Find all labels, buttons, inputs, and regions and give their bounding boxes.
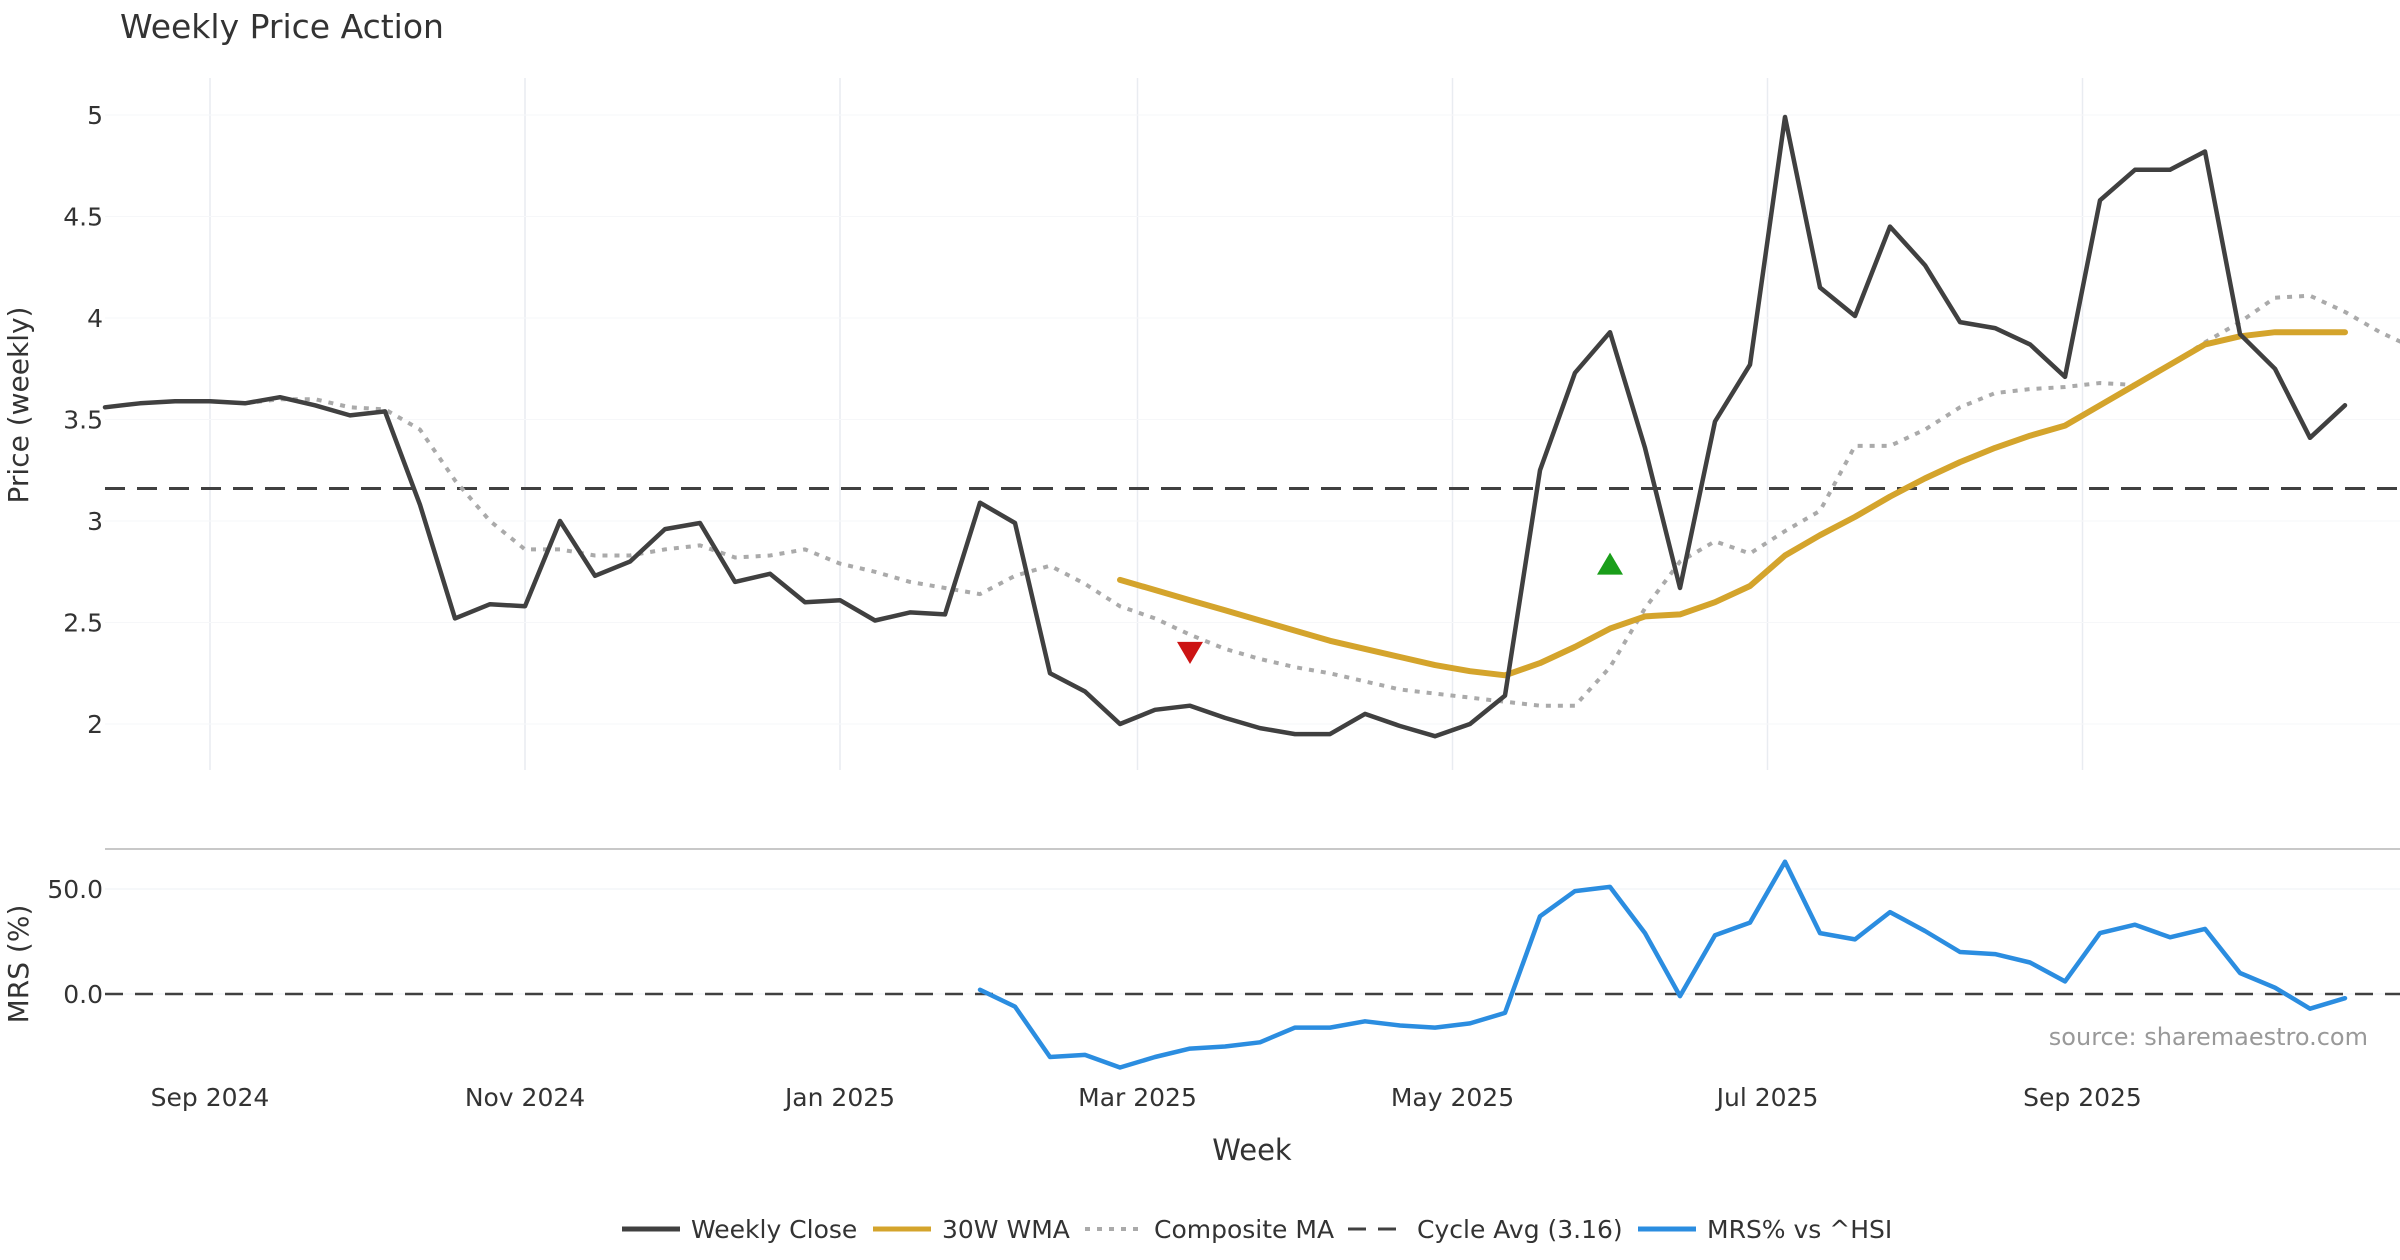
legend-item-close: Weekly Close bbox=[622, 1215, 857, 1244]
price-y-tick: 5 bbox=[87, 101, 103, 130]
series-line-mrs bbox=[977, 859, 2348, 1070]
price-y-tick: 4 bbox=[87, 304, 103, 333]
source-note: source: sharemaestro.com bbox=[2049, 1023, 2368, 1051]
price-series bbox=[102, 114, 2400, 739]
legend-label-wma: 30W WMA bbox=[942, 1215, 1070, 1244]
legend-item-mrs: MRS% vs ^HSI bbox=[1638, 1215, 1892, 1244]
x-tick: May 2025 bbox=[1391, 1083, 1514, 1112]
x-tick: Mar 2025 bbox=[1078, 1083, 1197, 1112]
legend-label-cycle: Cycle Avg (3.16) bbox=[1417, 1215, 1623, 1244]
price-y-tick: 2.5 bbox=[63, 609, 103, 638]
legend-label-close: Weekly Close bbox=[691, 1215, 857, 1244]
legend: Weekly Close 30W WMA Composite MA Cycle Avg… bbox=[622, 1215, 1892, 1244]
price-y-axis-label: Price (weekly) bbox=[2, 307, 35, 504]
mrs-y-tick: 50.0 bbox=[47, 875, 103, 904]
x-axis-label: Week bbox=[1212, 1133, 1292, 1167]
price-y-tick: 3 bbox=[87, 507, 103, 536]
mrs-y-axis-label: MRS (%) bbox=[2, 905, 35, 1024]
price-y-tick: 4.5 bbox=[63, 203, 103, 232]
price-y-tick-labels: 2 2.5 3 3.5 4 4.5 5 bbox=[63, 101, 103, 739]
series-line-composite bbox=[244, 293, 2400, 708]
legend-label-mrs: MRS% vs ^HSI bbox=[1707, 1215, 1892, 1244]
x-tick-labels: Sep 2024 Nov 2024 Jan 2025 Mar 2025 May 2025… bbox=[151, 1083, 2142, 1112]
mrs-y-tick: 0.0 bbox=[63, 980, 103, 1009]
legend-label-composite: Composite MA bbox=[1154, 1215, 1334, 1244]
x-tick: Sep 2024 bbox=[151, 1083, 270, 1112]
signal-markers bbox=[1177, 552, 1623, 664]
legend-item-composite: Composite MA bbox=[1085, 1215, 1334, 1244]
series-line-wma bbox=[1117, 329, 2348, 679]
legend-item-wma: 30W WMA bbox=[873, 1215, 1070, 1244]
price-y-tick: 3.5 bbox=[63, 406, 103, 435]
legend-item-cycle: Cycle Avg (3.16) bbox=[1348, 1215, 1623, 1244]
price-y-tick: 2 bbox=[87, 710, 103, 739]
x-tick: Jan 2025 bbox=[783, 1083, 895, 1112]
x-tick: Sep 2025 bbox=[2023, 1083, 2142, 1112]
x-tick: Nov 2024 bbox=[465, 1083, 585, 1112]
x-tick: Jul 2025 bbox=[1715, 1083, 1819, 1112]
mrs-y-tick-labels: 50.0 0.0 bbox=[47, 875, 103, 1009]
series-line-close bbox=[102, 114, 2348, 739]
sell-signal-marker bbox=[1177, 641, 1203, 664]
price-grid bbox=[105, 78, 2400, 770]
buy-signal-marker bbox=[1597, 552, 1623, 575]
chart-title: Weekly Price Action bbox=[120, 7, 444, 46]
mrs-series bbox=[977, 859, 2348, 1070]
